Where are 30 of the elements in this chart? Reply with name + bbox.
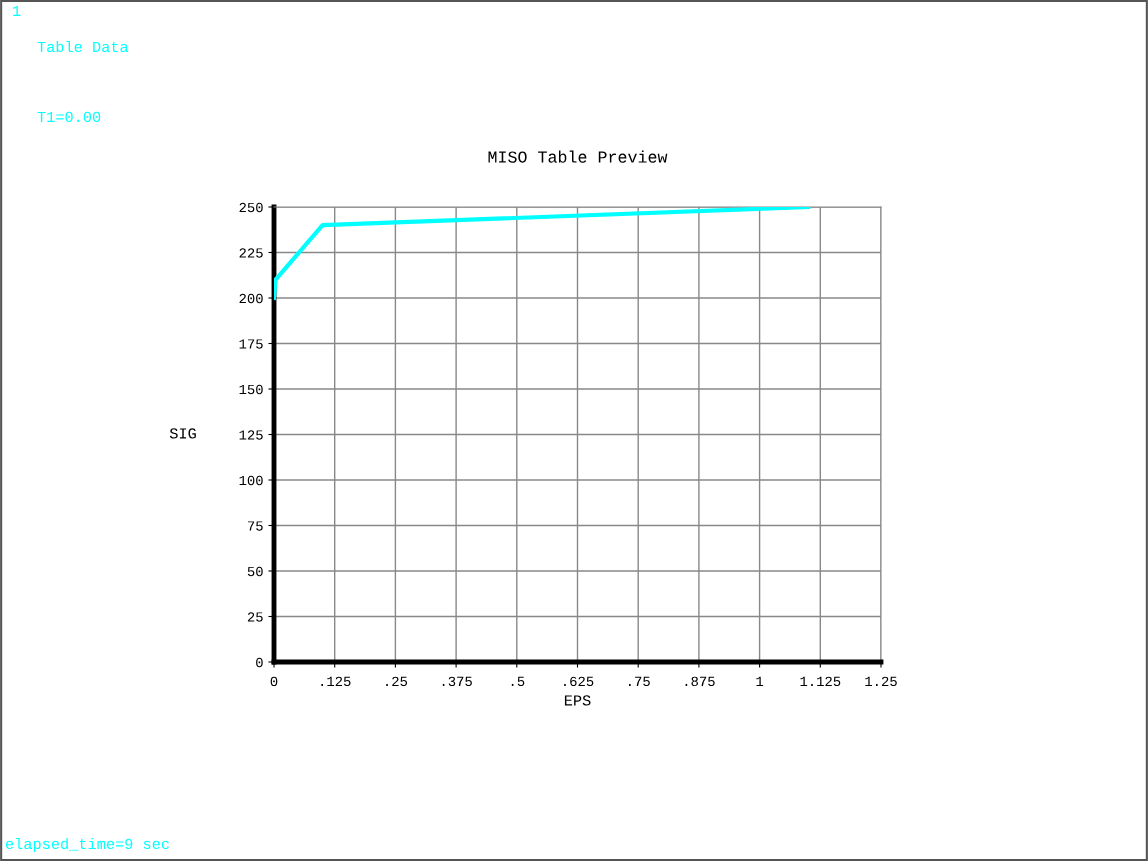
x-tick-label: .625 xyxy=(564,676,594,687)
y-tick-label: 25 xyxy=(247,612,263,622)
x-tick-label: .75 xyxy=(629,676,650,687)
text: 1 xyxy=(13,5,21,16)
y-tick-label: 250 xyxy=(239,202,263,213)
y-tick-label: 150 xyxy=(239,384,263,395)
x-tick-label: .25 xyxy=(386,676,408,687)
y-tick-label: 200 xyxy=(239,293,263,304)
text: Table Data xyxy=(37,40,129,53)
x-tick-label: .125 xyxy=(321,676,351,687)
y-tick-label: 125 xyxy=(239,430,263,440)
x-tick-label: .375 xyxy=(442,676,472,687)
y-tick-label: 225 xyxy=(239,248,263,258)
y-tick-label: 175 xyxy=(239,339,263,349)
y-axis-title: SIG xyxy=(169,428,196,439)
x-axis-title: EPS xyxy=(564,695,591,706)
y-tick-label: 50 xyxy=(247,566,263,577)
x-tick-label: .5 xyxy=(511,676,525,687)
y-tick-label: 75 xyxy=(247,521,263,531)
x-tick-label: 1.125 xyxy=(800,676,841,687)
y-tick-label: 0 xyxy=(256,657,263,668)
line-series xyxy=(274,207,811,301)
text: elapsed_time=9 sec xyxy=(5,837,169,853)
y-tick-label: 100 xyxy=(239,475,263,486)
x-tick-label: 1 xyxy=(756,676,764,686)
text: T1=0.00 xyxy=(37,111,101,123)
x-tick-label: .875 xyxy=(685,676,715,687)
x-tick-label: 1.25 xyxy=(865,676,897,687)
x-tick-label: 0 xyxy=(270,676,278,687)
chart-title: MISO Table Preview xyxy=(488,150,668,163)
